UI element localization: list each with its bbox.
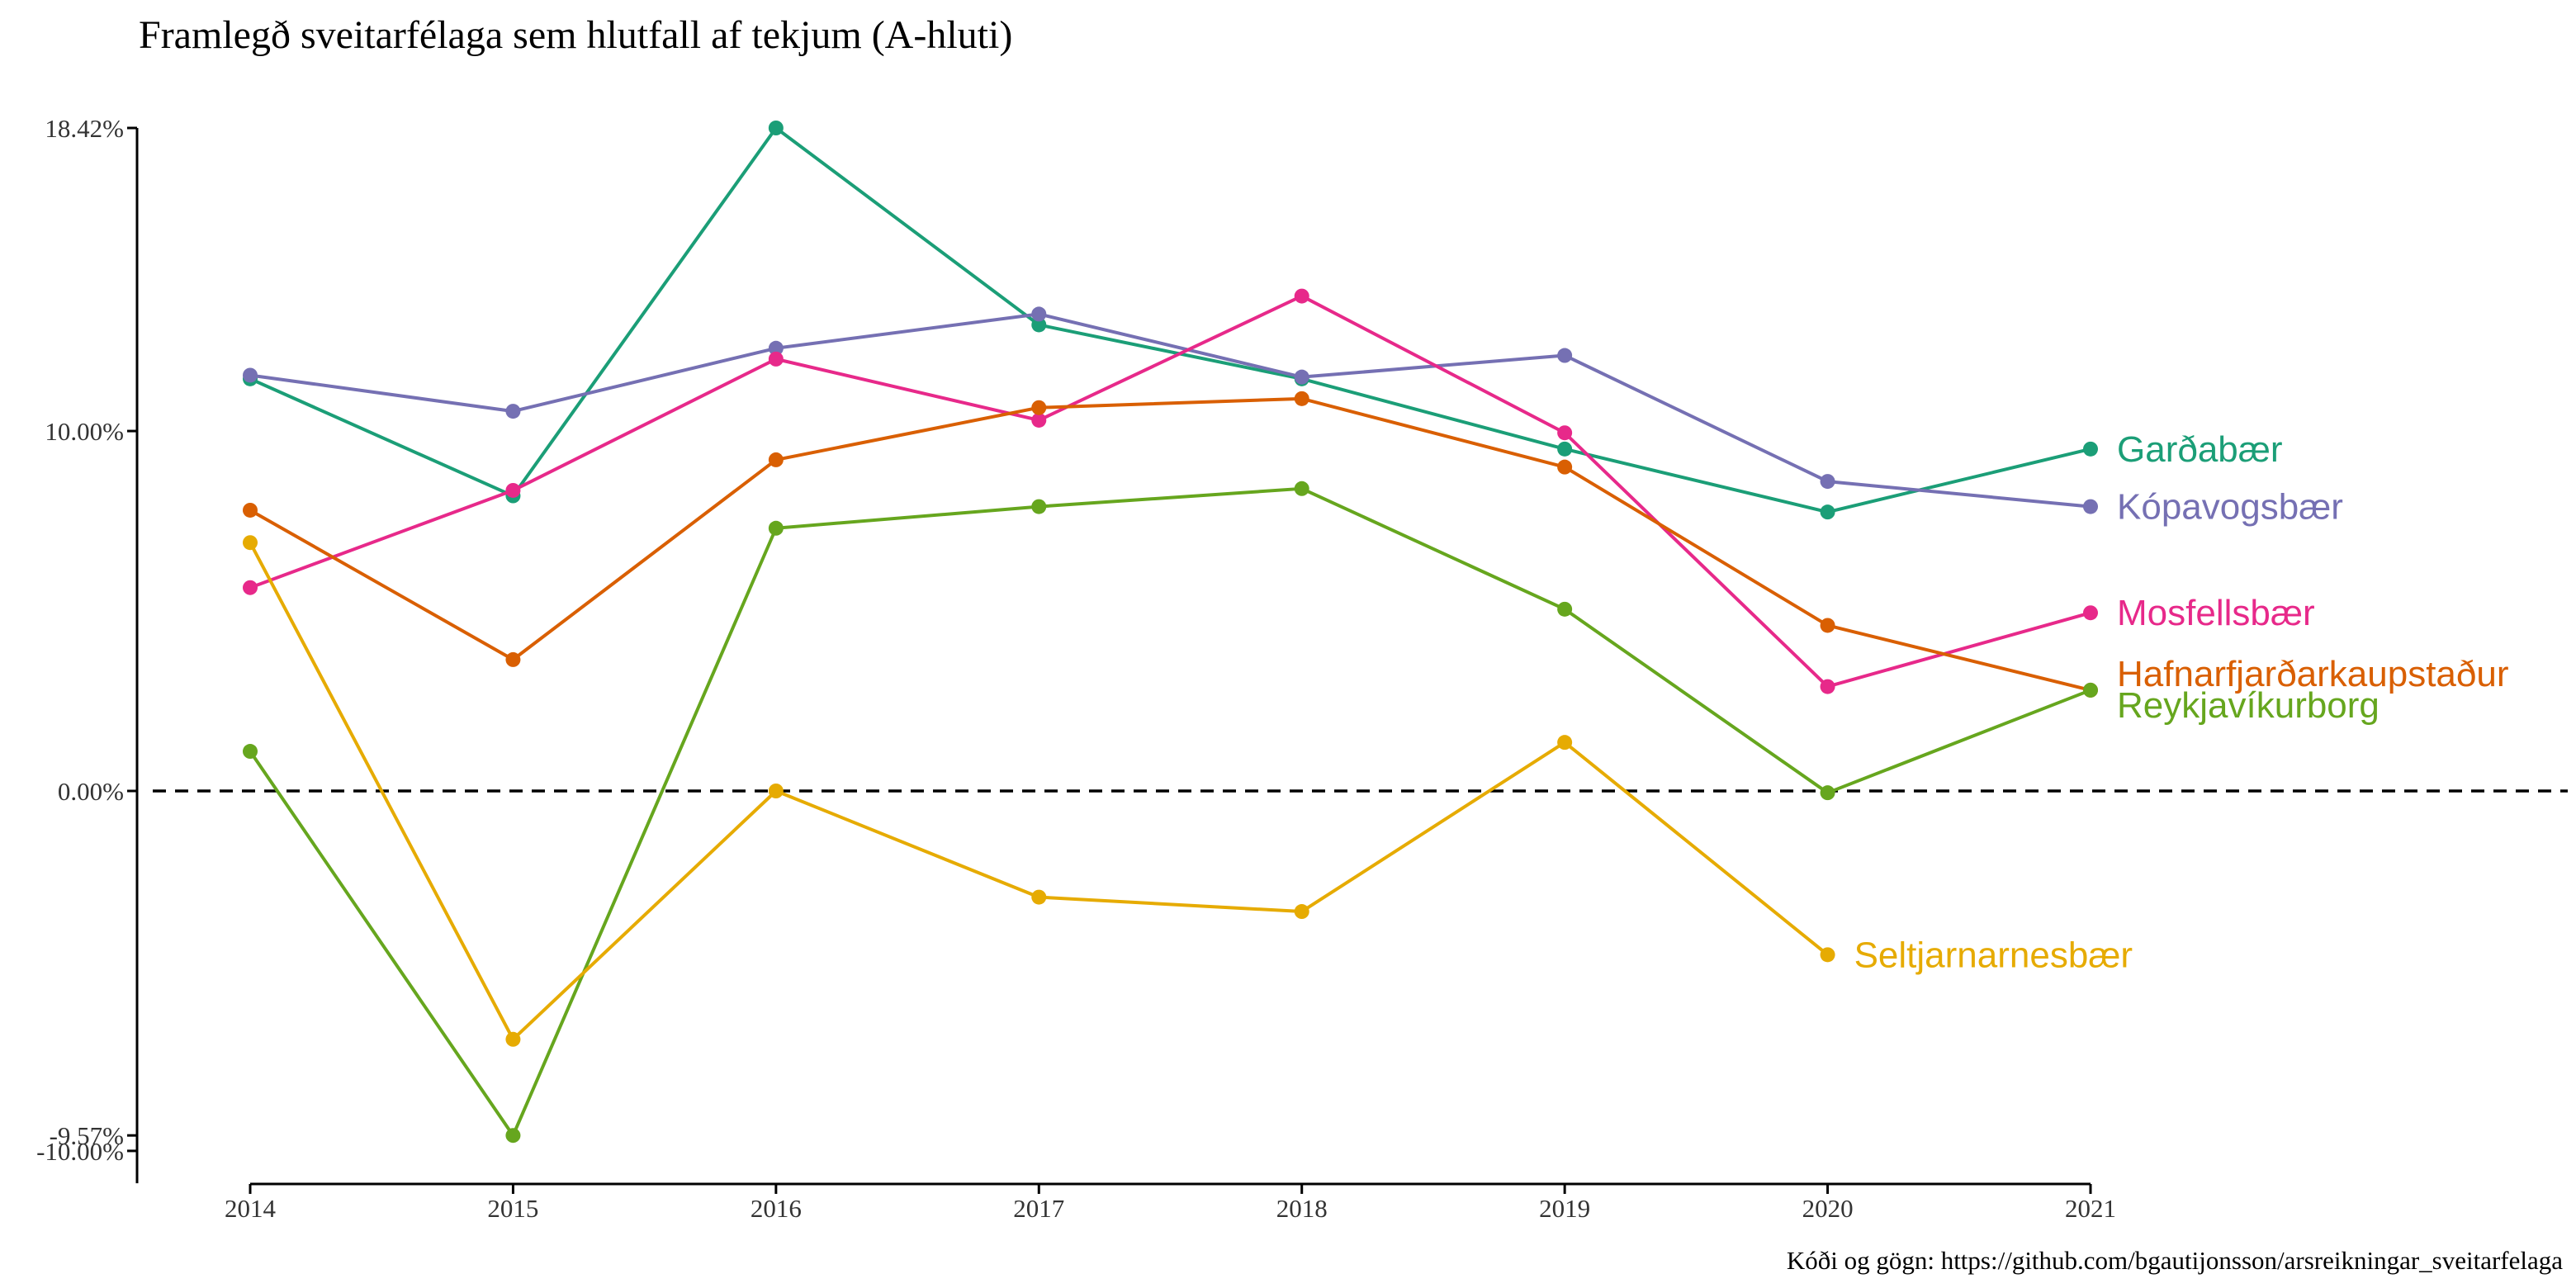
chart-title: Framlegð sveitarfélaga sem hlutfall af t… bbox=[139, 13, 1012, 57]
series-line bbox=[249, 396, 2091, 692]
series-label: Garðabær bbox=[2117, 429, 2283, 470]
data-point bbox=[1820, 474, 1835, 490]
data-point bbox=[1557, 425, 1573, 441]
data-point bbox=[768, 520, 784, 536]
data-point bbox=[768, 452, 784, 467]
data-point bbox=[505, 404, 521, 419]
data-point bbox=[505, 651, 521, 667]
y-tick-label: 10.00% bbox=[45, 417, 124, 446]
data-point bbox=[1294, 288, 1309, 304]
series-line bbox=[249, 486, 2091, 1138]
y-axis: 18.42% 10.00% 0.00% -9.57%-10.00% bbox=[36, 114, 139, 1184]
series-labels: Garðabær Kópavogsbær Mosfellsbær Hafnarfjar… bbox=[1854, 429, 2509, 975]
data-point bbox=[1031, 317, 1047, 333]
data-point bbox=[1820, 679, 1835, 694]
data-point bbox=[768, 340, 784, 356]
series-2 bbox=[243, 288, 2098, 694]
data-point bbox=[1557, 441, 1573, 457]
series-label: Hafnarfjarðarkaupstaður bbox=[2117, 654, 2508, 694]
series-label: Kópavogsbær bbox=[2117, 487, 2343, 528]
x-tick-label: 2020 bbox=[1802, 1194, 1854, 1223]
data-point bbox=[1820, 785, 1835, 801]
series-5 bbox=[243, 535, 1835, 1047]
data-point bbox=[1820, 618, 1835, 633]
series-3 bbox=[243, 391, 2098, 698]
data-point bbox=[1031, 412, 1047, 428]
data-point bbox=[2083, 682, 2098, 698]
data-point bbox=[243, 502, 258, 518]
y-tick-label: 0.00% bbox=[58, 777, 124, 806]
series-label: Reykjavíkurborg bbox=[2117, 685, 2379, 726]
x-axis: 2014 2015 2016 2017 2018 2019 2020 2021 bbox=[225, 1182, 2116, 1223]
data-point bbox=[2083, 499, 2098, 514]
x-tick-label: 2014 bbox=[225, 1194, 277, 1223]
data-point bbox=[1031, 889, 1047, 905]
x-tick-label: 2018 bbox=[1276, 1194, 1328, 1223]
series-line bbox=[249, 126, 2091, 514]
data-point bbox=[768, 121, 784, 135]
data-point bbox=[768, 351, 784, 367]
data-point bbox=[1820, 947, 1835, 963]
data-point bbox=[1820, 504, 1835, 520]
chart-caption: Kóði og gögn: https://github.com/bgautij… bbox=[1787, 1246, 2563, 1275]
x-tick-label: 2021 bbox=[2065, 1194, 2116, 1223]
x-tick-label: 2016 bbox=[751, 1194, 802, 1223]
x-tick-label: 2015 bbox=[487, 1194, 538, 1223]
x-tick-label: 2017 bbox=[1013, 1194, 1064, 1223]
x-tick-label: 2019 bbox=[1539, 1194, 1590, 1223]
data-point bbox=[243, 744, 258, 760]
data-point bbox=[768, 784, 784, 798]
data-point bbox=[505, 1128, 521, 1144]
data-point bbox=[2083, 441, 2098, 457]
data-point bbox=[1557, 735, 1573, 751]
data-point bbox=[1294, 481, 1309, 496]
series-line bbox=[249, 312, 2091, 509]
data-point bbox=[1557, 601, 1573, 617]
series-4 bbox=[243, 481, 2098, 1144]
series-label: Mosfellsbær bbox=[2117, 593, 2315, 633]
data-point bbox=[1031, 499, 1047, 514]
data-point bbox=[1557, 348, 1573, 363]
data-point bbox=[505, 482, 521, 498]
data-point bbox=[1031, 306, 1047, 322]
y-tick-label: -10.00% bbox=[36, 1137, 124, 1166]
data-point bbox=[1031, 400, 1047, 415]
series-label: Seltjarnarnesbær bbox=[1854, 935, 2133, 975]
data-point bbox=[1294, 904, 1309, 920]
data-point bbox=[505, 1031, 521, 1047]
data-point bbox=[243, 367, 258, 383]
series-0 bbox=[243, 121, 2098, 520]
data-point bbox=[1294, 369, 1309, 385]
y-tick-label: 18.42% bbox=[45, 114, 124, 143]
data-point bbox=[243, 580, 258, 595]
data-point bbox=[1557, 459, 1573, 475]
data-point bbox=[2083, 605, 2098, 621]
data-point bbox=[243, 535, 258, 551]
data-point bbox=[1294, 391, 1309, 406]
y-tick-label: -9.57% bbox=[50, 1121, 124, 1150]
series-layer bbox=[243, 121, 2098, 1144]
series-line bbox=[249, 294, 2091, 689]
series-1 bbox=[243, 306, 2098, 514]
